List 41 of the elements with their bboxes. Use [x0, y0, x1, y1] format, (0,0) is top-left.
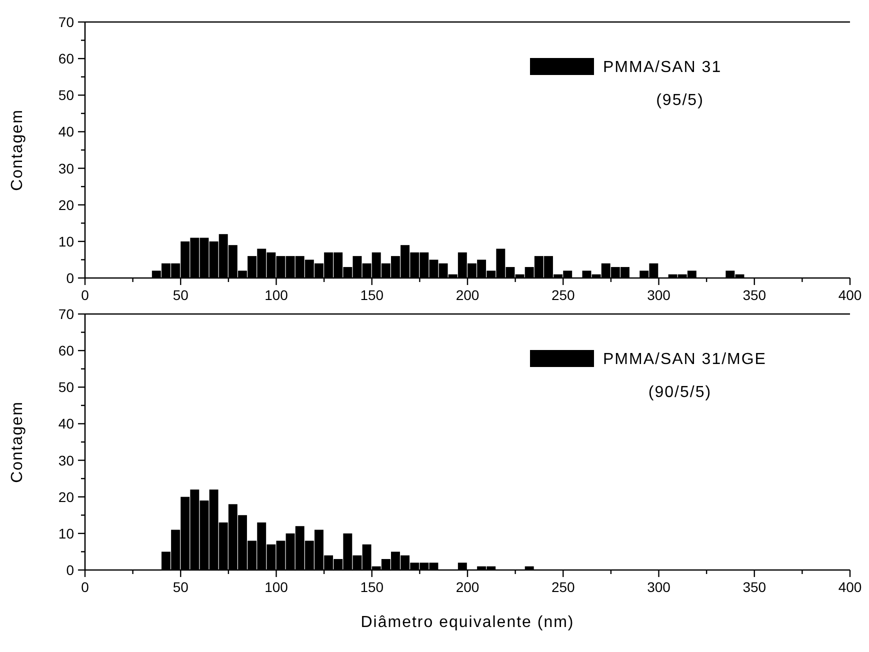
y-tick-label: 10	[58, 525, 74, 542]
x-tick-label: 0	[81, 287, 90, 303]
y-tick-label: 30	[58, 452, 74, 468]
x-tick-label: 400	[838, 579, 862, 595]
x-tick-label: 300	[647, 287, 671, 303]
x-tick-label: 150	[360, 287, 384, 303]
x-tick-label: 300	[647, 579, 671, 595]
y-tick-label: 40	[58, 416, 74, 432]
x-axis-title: Diâmetro equivalente (nm)	[360, 614, 574, 631]
y-tick-label: 50	[58, 379, 74, 396]
x-tick-label: 250	[551, 287, 576, 303]
y-tick-label: 60	[58, 50, 74, 67]
y-tick-label: 20	[58, 488, 74, 505]
annotation: (95/5)	[656, 92, 704, 109]
legend-label: PMMA/SAN 31/MGE	[603, 351, 766, 368]
y-tick-label: 40	[58, 124, 74, 140]
y-tick-label: 20	[58, 196, 74, 213]
x-tick-label: 50	[172, 287, 189, 303]
x-tick-label: 200	[456, 579, 480, 595]
y-axis-title: Contagem	[9, 109, 26, 191]
y-tick-label: 0	[66, 270, 74, 286]
x-tick-label: 350	[742, 287, 766, 303]
y-tick-label: 30	[58, 160, 74, 176]
x-tick-label: 0	[81, 579, 90, 595]
y-tick-label: 10	[58, 233, 74, 250]
x-tick-label: 350	[742, 579, 766, 595]
x-tick-label: 200	[456, 287, 480, 303]
legend-label: PMMA/SAN 31	[603, 59, 722, 76]
y-tick-label: 50	[58, 87, 74, 104]
annotation: (90/5/5)	[648, 384, 712, 401]
x-tick-label: 250	[551, 579, 576, 595]
x-tick-label: 150	[360, 579, 384, 595]
y-tick-label: 0	[66, 562, 74, 578]
x-tick-label: 50	[172, 579, 189, 595]
y-tick-label: 70	[58, 14, 74, 30]
y-tick-label: 60	[58, 342, 74, 359]
x-tick-label: 400	[838, 287, 862, 303]
x-tick-label: 100	[264, 287, 288, 303]
y-tick-label: 70	[58, 306, 74, 322]
x-tick-label: 100	[264, 579, 288, 595]
y-axis-title: Contagem	[9, 401, 26, 483]
